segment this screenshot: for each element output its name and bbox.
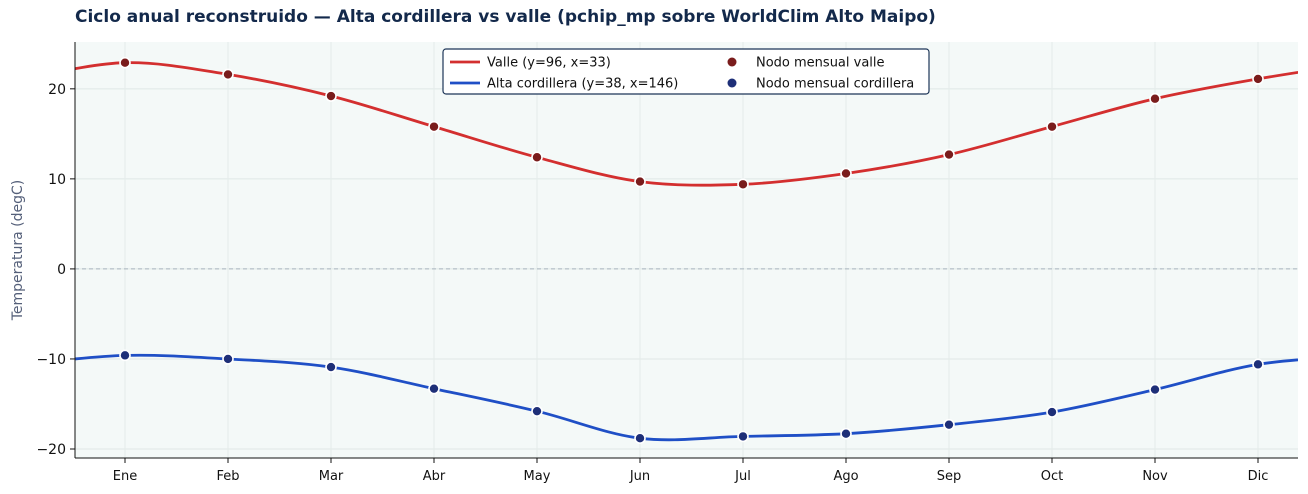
monthly-node-valle [1046,120,1058,133]
plot-area [75,42,1298,458]
y-ticks: −20 −10 0 10 20 [36,82,75,458]
monthly-node-cordillera [428,382,440,395]
monthly-node-valle [531,151,543,164]
monthly-node-valle [737,178,749,191]
x-tick-label: Oct [1041,469,1063,484]
monthly-node-cordillera [119,349,131,362]
monthly-node-cordillera [1046,406,1058,418]
x-tick-label: Nov [1142,469,1168,484]
x-tick-label: Mar [319,469,344,484]
monthly-node-cordillera [222,353,234,365]
x-ticks: Ene Feb Mar Abr May Jun Jul Ago Sep Oct Nov Dic [113,458,1269,484]
legend-label: Alta cordillera (y=38, x=146) [487,77,678,92]
y-tick-label: −20 [36,442,66,458]
y-axis-label: Temperatura (degC) [10,180,26,322]
monthly-node-cordillera [737,430,749,443]
monthly-node-cordillera [1149,383,1161,396]
monthly-node-cordillera [634,432,646,444]
legend: Valle (y=96, x=33) Alta cordillera (y=38,… [442,48,930,95]
x-tick-label: Jul [734,469,751,484]
monthly-node-valle [634,175,646,188]
monthly-node-valle [325,90,337,102]
legend-label: Valle (y=96, x=33) [487,56,611,71]
monthly-node-valle [1252,73,1264,85]
y-tick-label: 20 [48,82,66,98]
x-tick-label: Dic [1248,469,1269,484]
x-tick-label: Jun [629,469,650,484]
monthly-node-cordillera [840,427,852,440]
monthly-node-valle [428,120,440,133]
x-tick-label: Abr [423,469,446,484]
x-tick-label: May [524,469,551,484]
y-tick-label: −10 [36,352,66,368]
series-line-valle [75,61,1298,187]
legend-marker-swatch [727,57,737,67]
legend-label: Nodo mensual cordillera [756,77,914,92]
monthly-node-valle [119,56,131,69]
monthly-node-cordillera [1252,358,1264,371]
axes [74,42,1298,459]
series-layer [75,56,1298,444]
legend-label: Nodo mensual valle [756,56,885,71]
monthly-node-cordillera [531,405,543,417]
monthly-node-cordillera [325,361,337,373]
legend-marker-swatch [727,78,737,88]
chart-title: Ciclo anual reconstruido — Alta cordille… [75,7,936,27]
series-line-cordillera [75,353,1298,442]
x-tick-label: Ene [113,469,137,484]
series-valle [75,56,1298,191]
x-tick-label: Feb [216,469,239,484]
x-tick-label: Sep [937,469,962,484]
y-tick-label: 0 [57,262,66,278]
series-cordillera [75,349,1298,444]
y-tick-label: 10 [48,172,66,188]
monthly-node-valle [1149,92,1161,105]
monthly-node-valle [222,68,234,81]
monthly-node-valle [943,148,955,161]
legend-box [442,48,930,95]
monthly-node-valle [840,167,852,180]
x-tick-label: Ago [833,469,858,484]
monthly-node-cordillera [943,418,955,431]
